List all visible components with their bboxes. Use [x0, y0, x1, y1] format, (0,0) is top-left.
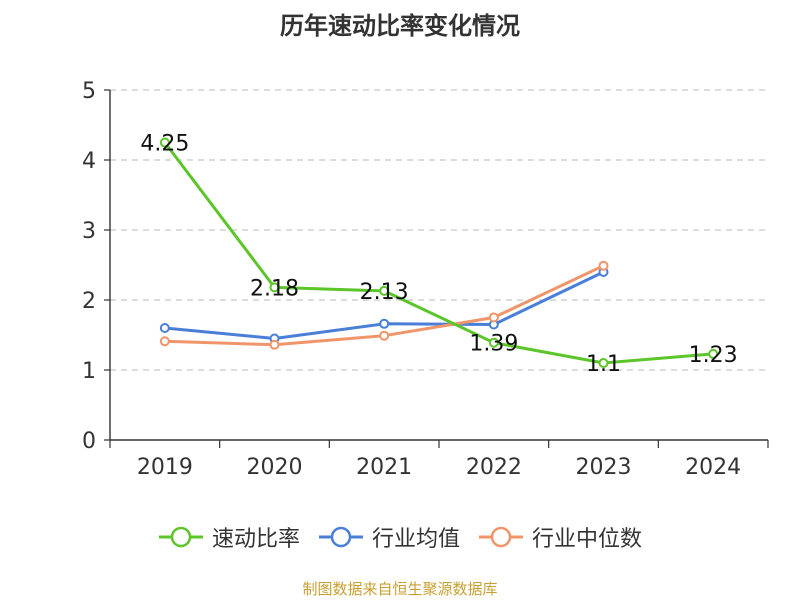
legend-line-circle-icon [479, 526, 523, 548]
data-label: 1.1 [586, 352, 621, 377]
data-label: 2.13 [360, 280, 409, 305]
data-point [159, 336, 170, 347]
legend-item[interactable]: 行业均值 [318, 521, 460, 553]
data-label: 2.18 [250, 276, 299, 301]
axes: 0 1 2 3 4 5 2019 2020 2021 2022 2023 2024 [82, 79, 769, 480]
data-point [379, 330, 390, 341]
y-tick-label: 3 [82, 219, 96, 244]
data-label: 4.25 [140, 132, 189, 157]
legend-item[interactable]: 行业中位数 [478, 521, 642, 553]
data-point [269, 339, 280, 350]
x-tick-label: 2022 [466, 455, 522, 480]
data-point [159, 137, 170, 148]
legend: 速动比率 行业均值 行业中位数 [0, 520, 800, 554]
chart-title: 历年速动比率变化情况 [280, 12, 520, 40]
data-label: 1.23 [689, 343, 738, 368]
data-point [269, 282, 280, 293]
y-tick-label: 0 [82, 429, 96, 454]
legend-item[interactable]: 速动比率 [158, 521, 300, 553]
data-point [488, 337, 499, 348]
data-label: 1.39 [469, 332, 518, 357]
legend-label: 速动比率 [211, 527, 300, 552]
data-point [159, 323, 170, 333]
y-tick-label: 2 [82, 289, 96, 314]
data-point [488, 312, 499, 323]
legend-line-circle-icon [318, 526, 363, 548]
x-tick-label: 2024 [685, 455, 741, 480]
data-point [598, 260, 609, 271]
x-tick-label: 2021 [356, 455, 412, 480]
y-tick-label: 1 [82, 359, 96, 384]
series-lines [159, 137, 719, 368]
legend-label: 行业均值 [371, 527, 460, 552]
data-point [379, 285, 390, 296]
source-note: 制图数据来自恒生聚源数据库 [302, 580, 498, 598]
x-tick-label: 2023 [576, 455, 632, 480]
legend-label: 行业中位数 [532, 527, 643, 552]
data-point [379, 318, 390, 329]
y-tick-label: 4 [82, 149, 96, 174]
x-tick-label: 2020 [247, 455, 303, 480]
legend-line-circle-icon [158, 526, 203, 548]
data-point [708, 348, 719, 359]
y-tick-label: 5 [82, 79, 96, 104]
x-tick-label: 2019 [137, 455, 193, 480]
data-point [598, 358, 609, 368]
series-line [163, 141, 714, 365]
data-labels: 4.25 2.18 2.13 1.39 1.1 1.23 [140, 132, 737, 378]
